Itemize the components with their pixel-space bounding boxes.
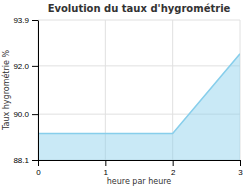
- chart: 0 1 2 3 88.1 90.0 92.0 93.9 Evolution du taux d'…: [0, 0, 250, 188]
- tick-mark: [32, 114, 38, 115]
- axis-domain: [38, 21, 39, 161]
- tick: 0: [36, 160, 41, 177]
- tick-label: 0: [36, 168, 41, 177]
- tick-mark: [32, 66, 38, 67]
- tick-mark: [105, 160, 106, 166]
- grid-line: [38, 20, 39, 160]
- tick-label: 3: [238, 168, 243, 177]
- tick-label: 88.1: [13, 156, 29, 165]
- tick-mark: [32, 20, 38, 21]
- line: [38, 54, 240, 134]
- tick-mark: [173, 160, 174, 166]
- tick: 92.0: [13, 62, 38, 71]
- grid-line: [38, 65, 240, 66]
- tick-label: 93.9: [13, 16, 29, 25]
- tick: 1: [104, 160, 109, 177]
- tick-mark: [32, 160, 38, 161]
- plot-area: [38, 20, 240, 160]
- tick-mark: [38, 160, 39, 166]
- tick-label: 2: [171, 168, 176, 177]
- tick: 90.0: [13, 110, 38, 119]
- tick: 88.1: [13, 156, 38, 165]
- y-axis-title: Taux hygrométrie %: [1, 50, 11, 132]
- tick-mark: [240, 160, 241, 166]
- area: [38, 54, 240, 160]
- tick-label: 90.0: [13, 110, 29, 119]
- x-axis-title: heure par heure: [107, 177, 172, 186]
- marks: [38, 54, 240, 160]
- x-axis: 0 1 2 3: [36, 160, 243, 177]
- y-axis: 88.1 90.0 92.0 93.9: [13, 16, 38, 165]
- grid-line: [38, 20, 240, 21]
- axis-domain: [39, 160, 241, 161]
- tick: 2: [171, 160, 176, 177]
- tick-label: 1: [104, 168, 109, 177]
- title: Evolution du taux d'hygrométrie: [48, 3, 231, 14]
- tick: 93.9: [13, 16, 38, 25]
- tick: 3: [238, 160, 243, 177]
- grid: [38, 20, 240, 160]
- tick-label: 92.0: [13, 62, 29, 71]
